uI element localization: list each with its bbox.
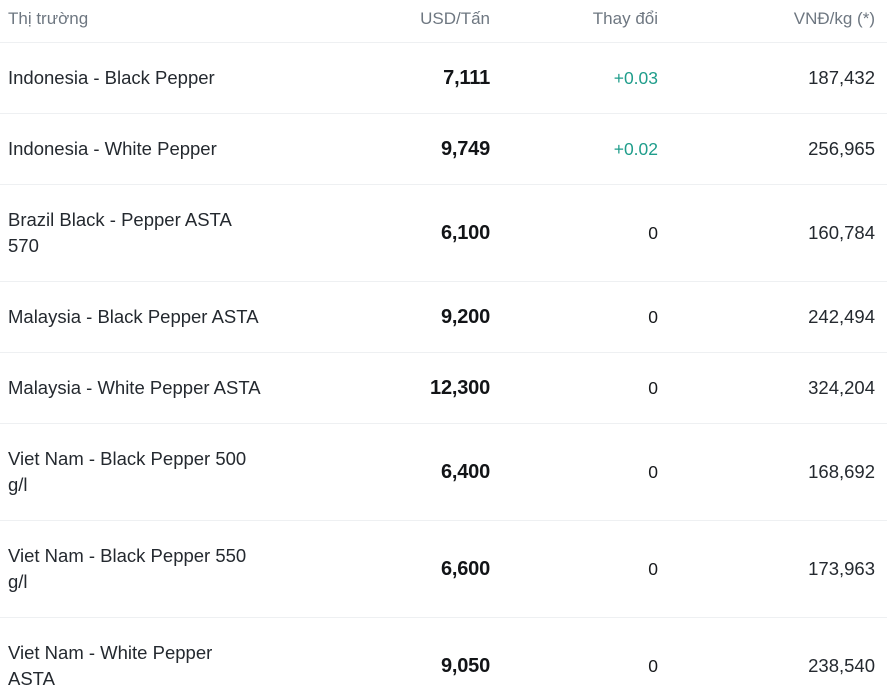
usd-price-cell: 6,600 xyxy=(345,520,490,618)
vnd-price-cell: 160,784 xyxy=(658,184,887,282)
vnd-price-cell: 187,432 xyxy=(658,42,887,114)
table-row: Malaysia - Black Pepper ASTA 9,200 0 242… xyxy=(0,281,887,353)
vnd-price-cell: 242,494 xyxy=(658,281,887,353)
table-row: Indonesia - Black Pepper 7,111 +0.03 187… xyxy=(0,42,887,114)
market-cell: Indonesia - Black Pepper xyxy=(0,42,345,114)
vnd-price-cell: 256,965 xyxy=(658,113,887,185)
usd-price-cell: 6,100 xyxy=(345,184,490,282)
vnd-price-cell: 238,540 xyxy=(658,617,887,693)
market-cell: Malaysia - Black Pepper ASTA xyxy=(0,281,345,353)
table-row: Indonesia - White Pepper 9,749 +0.02 256… xyxy=(0,113,887,185)
column-header-vnd: VNĐ/kg (*) xyxy=(658,0,887,43)
vnd-price-cell: 173,963 xyxy=(658,520,887,618)
usd-price-cell: 9,200 xyxy=(345,281,490,353)
change-cell: +0.02 xyxy=(490,113,658,185)
market-cell: Indonesia - White Pepper xyxy=(0,113,345,185)
usd-price-cell: 6,400 xyxy=(345,423,490,521)
table-header: Thị trường USD/Tấn Thay đổi VNĐ/kg (*) xyxy=(0,0,887,43)
table-row: Viet Nam - Black Pepper 550 g/l 6,600 0 … xyxy=(0,520,887,618)
column-header-market: Thị trường xyxy=(0,0,345,43)
change-cell: 0 xyxy=(490,617,658,693)
table-row: Brazil Black - Pepper ASTA 570 6,100 0 1… xyxy=(0,184,887,282)
table-row: Viet Nam - Black Pepper 500 g/l 6,400 0 … xyxy=(0,423,887,521)
header-row: Thị trường USD/Tấn Thay đổi VNĐ/kg (*) xyxy=(0,0,887,43)
market-cell: Brazil Black - Pepper ASTA 570 xyxy=(0,184,345,282)
column-header-usd: USD/Tấn xyxy=(345,0,490,43)
table-body: Indonesia - Black Pepper 7,111 +0.03 187… xyxy=(0,42,887,693)
usd-price-cell: 9,749 xyxy=(345,113,490,185)
usd-price-cell: 7,111 xyxy=(345,42,490,114)
usd-price-cell: 12,300 xyxy=(345,352,490,424)
change-cell: 0 xyxy=(490,423,658,521)
market-cell: Viet Nam - Black Pepper 550 g/l xyxy=(0,520,345,618)
market-cell: Viet Nam - White Pepper ASTA xyxy=(0,617,345,693)
change-cell: +0.03 xyxy=(490,42,658,114)
vnd-price-cell: 324,204 xyxy=(658,352,887,424)
change-cell: 0 xyxy=(490,281,658,353)
vnd-price-cell: 168,692 xyxy=(658,423,887,521)
change-cell: 0 xyxy=(490,520,658,618)
column-header-change: Thay đổi xyxy=(490,0,658,43)
table-row: Viet Nam - White Pepper ASTA 9,050 0 238… xyxy=(0,617,887,693)
change-cell: 0 xyxy=(490,352,658,424)
market-cell: Malaysia - White Pepper ASTA xyxy=(0,352,345,424)
change-cell: 0 xyxy=(490,184,658,282)
usd-price-cell: 9,050 xyxy=(345,617,490,693)
table-row: Malaysia - White Pepper ASTA 12,300 0 32… xyxy=(0,352,887,424)
market-cell: Viet Nam - Black Pepper 500 g/l xyxy=(0,423,345,521)
